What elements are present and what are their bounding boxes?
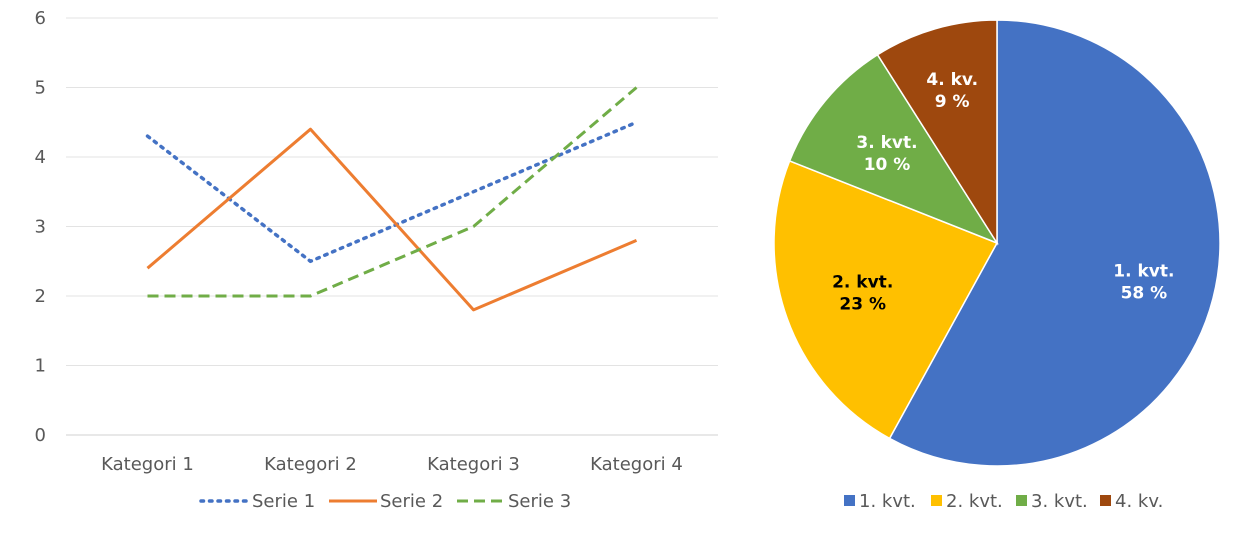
- pie-slice-label-3: 10 %: [864, 155, 911, 175]
- pie-slice-label-4: 9 %: [935, 92, 970, 112]
- series-line-2: [146, 127, 638, 312]
- line-chart-gridlines: [66, 17, 718, 436]
- x-tick-label: Kategori 1: [101, 454, 194, 475]
- legend-label-series-1: Serie 1: [252, 491, 315, 512]
- line-chart-legend: Serie 1 Serie 2 Serie 3: [199, 491, 571, 512]
- y-tick-label: 1: [35, 356, 46, 377]
- legend-swatch-slice-2: [931, 495, 942, 506]
- legend-label-series-2: Serie 2: [380, 491, 443, 512]
- legend-label-slice-1: 1. kvt.: [859, 491, 916, 512]
- line-chart-x-axis: Kategori 1 Kategori 2 Kategori 3 Kategori 4: [101, 454, 683, 475]
- legend-label-series-3: Serie 3: [508, 491, 571, 512]
- pie-slice-label-1: 58 %: [1121, 284, 1168, 304]
- legend-swatch-slice-3: [1016, 495, 1027, 506]
- pie-chart-labels: 1. kvt.58 % 2. kvt.23 % 3. kvt.10 % 4. kv.9…: [832, 70, 1174, 314]
- pie-slice-label-2: 23 %: [839, 294, 886, 314]
- pie-chart-slices: [773, 19, 1221, 467]
- legend-label-slice-3: 3. kvt.: [1031, 491, 1088, 512]
- x-tick-label: Kategori 3: [427, 454, 520, 475]
- y-tick-label: 4: [35, 147, 46, 168]
- y-tick-label: 3: [35, 217, 46, 238]
- x-tick-label: Kategori 4: [590, 454, 683, 475]
- legend-swatch-slice-1: [844, 495, 855, 506]
- series-line-3: [147, 86, 638, 298]
- y-tick-label: 6: [35, 8, 46, 29]
- y-tick-label: 2: [35, 286, 46, 307]
- x-tick-label: Kategori 2: [264, 454, 357, 475]
- legend-label-slice-4: 4. kv.: [1115, 491, 1163, 512]
- pie-slice-3: [788, 53, 999, 245]
- pie-slice-4: [876, 19, 998, 246]
- pie-chart-legend: 1. kvt. 2. kvt. 3. kvt. 4. kv.: [844, 491, 1163, 512]
- pie-slice-1: [888, 19, 1221, 467]
- series-line-1: [145, 120, 639, 264]
- pie-slice-label-1: 1. kvt.: [1113, 262, 1174, 282]
- pie-slice-label-2: 2. kvt.: [832, 272, 893, 292]
- y-tick-label: 0: [35, 425, 46, 446]
- pie-slice-2: [773, 159, 999, 440]
- pie-chart: 1. kvt.58 %2. kvt.23 %3. kvt.10 %4. kv.9…: [773, 19, 1221, 512]
- pie-slice-label-3: 3. kvt.: [856, 133, 917, 153]
- y-tick-label: 5: [35, 78, 46, 99]
- legend-label-slice-2: 2. kvt.: [946, 491, 1003, 512]
- legend-swatch-slice-4: [1100, 495, 1111, 506]
- pie-slice-label-4: 4. kv.: [926, 70, 978, 90]
- line-chart-y-axis: 0 1 2 3 4 5 6: [35, 8, 46, 446]
- line-chart-series: [145, 86, 639, 312]
